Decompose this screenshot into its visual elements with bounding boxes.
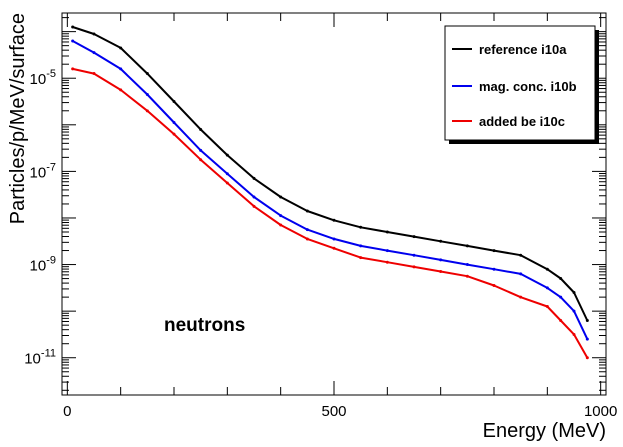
data-point	[559, 295, 563, 299]
data-point	[119, 67, 123, 71]
axis-ticks: 10-5 10-7 10-9 10-11 0 500 1000	[24, 13, 617, 420]
data-point	[305, 209, 309, 213]
x-tick-label: 1000	[584, 403, 617, 420]
data-point	[199, 127, 203, 131]
data-point	[252, 195, 256, 199]
data-point	[252, 176, 256, 180]
data-point	[585, 356, 589, 360]
data-point	[545, 286, 549, 290]
data-point	[545, 304, 549, 308]
data-point	[439, 239, 443, 243]
data-point	[172, 100, 176, 104]
data-point	[199, 158, 203, 162]
legend-label-added-be: added be i10c	[479, 114, 565, 129]
data-point	[412, 253, 416, 257]
data-point	[92, 32, 96, 36]
data-point	[545, 267, 549, 271]
legend: reference i10a mag. conc. i10b added be …	[444, 25, 599, 144]
data-point	[71, 67, 75, 71]
data-point	[145, 93, 149, 97]
data-point	[305, 237, 309, 241]
data-point	[225, 181, 229, 185]
data-point	[572, 332, 576, 336]
data-point	[492, 267, 496, 271]
data-point	[252, 204, 256, 208]
x-axis-title: Energy (MeV)	[483, 420, 606, 442]
data-point	[359, 225, 363, 229]
data-point	[71, 25, 75, 29]
x-tick-label: 0	[63, 403, 71, 420]
data-point	[92, 72, 96, 76]
legend-box	[444, 25, 596, 141]
series-line-1	[72, 40, 589, 340]
data-point	[492, 284, 496, 288]
data-point	[585, 318, 589, 322]
legend-label-reference: reference i10a	[479, 42, 567, 57]
data-point	[559, 318, 563, 322]
data-point	[572, 309, 576, 313]
data-point	[332, 237, 336, 241]
y-tick-label: 10-9	[30, 255, 56, 275]
data-point	[492, 249, 496, 253]
data-point	[585, 337, 589, 341]
x-tick-label: 500	[321, 403, 346, 420]
data-point	[305, 228, 309, 232]
data-point	[172, 132, 176, 136]
data-point	[71, 39, 75, 43]
data-point	[385, 260, 389, 264]
data-point	[279, 223, 283, 227]
data-point	[119, 46, 123, 50]
series-layer	[71, 25, 589, 360]
data-point	[332, 218, 336, 222]
data-point	[559, 277, 563, 281]
data-point	[359, 244, 363, 248]
series-line-0	[72, 26, 589, 321]
data-point	[172, 120, 176, 124]
data-point	[519, 295, 523, 299]
y-tick-label: 10-7	[30, 161, 56, 181]
data-point	[412, 235, 416, 239]
data-point	[465, 263, 469, 267]
data-point	[332, 246, 336, 250]
data-point	[465, 274, 469, 278]
data-point	[145, 72, 149, 76]
data-point	[145, 109, 149, 113]
data-point	[519, 272, 523, 276]
data-point	[279, 195, 283, 199]
data-point	[279, 214, 283, 218]
data-point	[225, 153, 229, 157]
data-point	[199, 148, 203, 152]
data-point	[359, 256, 363, 260]
y-tick-label: 10-11	[24, 348, 56, 368]
data-point	[439, 258, 443, 262]
data-point	[572, 291, 576, 295]
data-point	[412, 265, 416, 269]
data-point	[92, 51, 96, 55]
data-point	[119, 88, 123, 92]
series-line-2	[72, 67, 589, 359]
data-point	[385, 249, 389, 253]
legend-label-mag-conc: mag. conc. i10b	[479, 79, 577, 94]
data-point	[465, 244, 469, 248]
annotation-neutrons: neutrons	[164, 315, 245, 336]
y-tick-label: 10-5	[30, 68, 56, 88]
y-axis-title: Particles/p/MeV/surface	[7, 13, 29, 224]
data-point	[519, 253, 523, 257]
data-point	[385, 230, 389, 234]
data-point	[439, 270, 443, 274]
data-point	[225, 172, 229, 176]
